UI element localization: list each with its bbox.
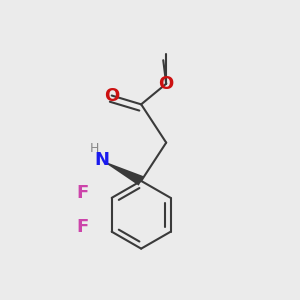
Text: O: O bbox=[104, 86, 119, 104]
Text: O: O bbox=[159, 75, 174, 93]
Text: F: F bbox=[76, 218, 88, 236]
Polygon shape bbox=[101, 160, 144, 186]
Text: F: F bbox=[76, 184, 88, 202]
Text: N: N bbox=[94, 151, 109, 169]
Text: H: H bbox=[89, 142, 99, 155]
